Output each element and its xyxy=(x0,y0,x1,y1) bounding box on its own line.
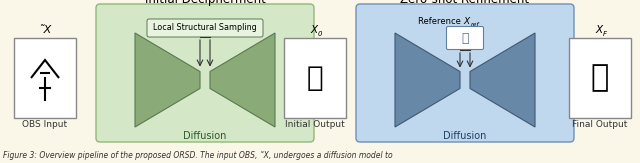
FancyBboxPatch shape xyxy=(569,38,631,118)
Polygon shape xyxy=(395,33,460,127)
Text: X: X xyxy=(595,25,603,35)
FancyBboxPatch shape xyxy=(284,38,346,118)
Text: Local Structural Sampling: Local Structural Sampling xyxy=(153,23,257,32)
FancyBboxPatch shape xyxy=(96,4,314,142)
Text: Final Output: Final Output xyxy=(572,120,628,129)
Text: ˜X: ˜X xyxy=(38,25,52,35)
Text: F: F xyxy=(602,31,607,37)
FancyBboxPatch shape xyxy=(447,27,483,50)
Text: OBS Input: OBS Input xyxy=(22,120,68,129)
Text: X: X xyxy=(463,17,469,26)
FancyBboxPatch shape xyxy=(14,38,76,118)
Text: Figure 3: Overview pipeline of the proposed ORSD. The input OBS, ˜X, undergoes a: Figure 3: Overview pipeline of the propo… xyxy=(3,151,392,160)
Polygon shape xyxy=(135,33,200,127)
Text: ref: ref xyxy=(471,22,480,27)
Text: Reference: Reference xyxy=(417,17,463,26)
Polygon shape xyxy=(470,33,535,127)
Text: 龙: 龙 xyxy=(461,31,468,44)
Text: Initial Decipherment: Initial Decipherment xyxy=(145,0,266,6)
Text: 0: 0 xyxy=(317,31,322,37)
Text: X: X xyxy=(310,25,317,35)
Text: Zero-shot Refinement: Zero-shot Refinement xyxy=(401,0,529,6)
Polygon shape xyxy=(210,33,275,127)
Text: Diffusion: Diffusion xyxy=(444,131,486,141)
Text: 宗: 宗 xyxy=(591,64,609,92)
Text: 宗: 宗 xyxy=(307,64,323,92)
FancyBboxPatch shape xyxy=(147,19,263,37)
Text: Diffusion: Diffusion xyxy=(183,131,227,141)
FancyBboxPatch shape xyxy=(356,4,574,142)
Text: Initial Output: Initial Output xyxy=(285,120,345,129)
